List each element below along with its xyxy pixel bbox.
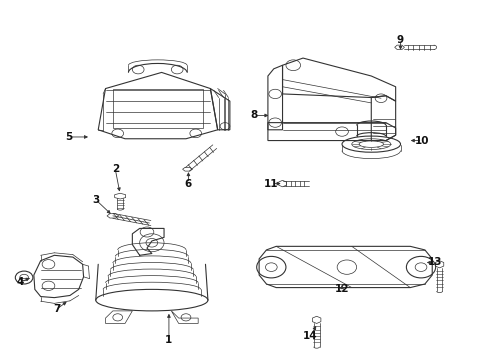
Text: 2: 2	[111, 164, 119, 174]
Text: 4: 4	[17, 277, 24, 287]
Text: 8: 8	[250, 111, 257, 121]
Text: 14: 14	[303, 331, 317, 341]
Text: 13: 13	[427, 257, 441, 267]
Text: 11: 11	[264, 179, 278, 189]
Text: 5: 5	[65, 132, 72, 142]
Text: 7: 7	[53, 304, 61, 314]
Text: 3: 3	[92, 195, 99, 205]
Text: 6: 6	[184, 179, 192, 189]
Text: 9: 9	[396, 35, 403, 45]
Text: 1: 1	[165, 334, 172, 345]
Text: 10: 10	[414, 136, 429, 145]
Text: 12: 12	[334, 284, 348, 294]
